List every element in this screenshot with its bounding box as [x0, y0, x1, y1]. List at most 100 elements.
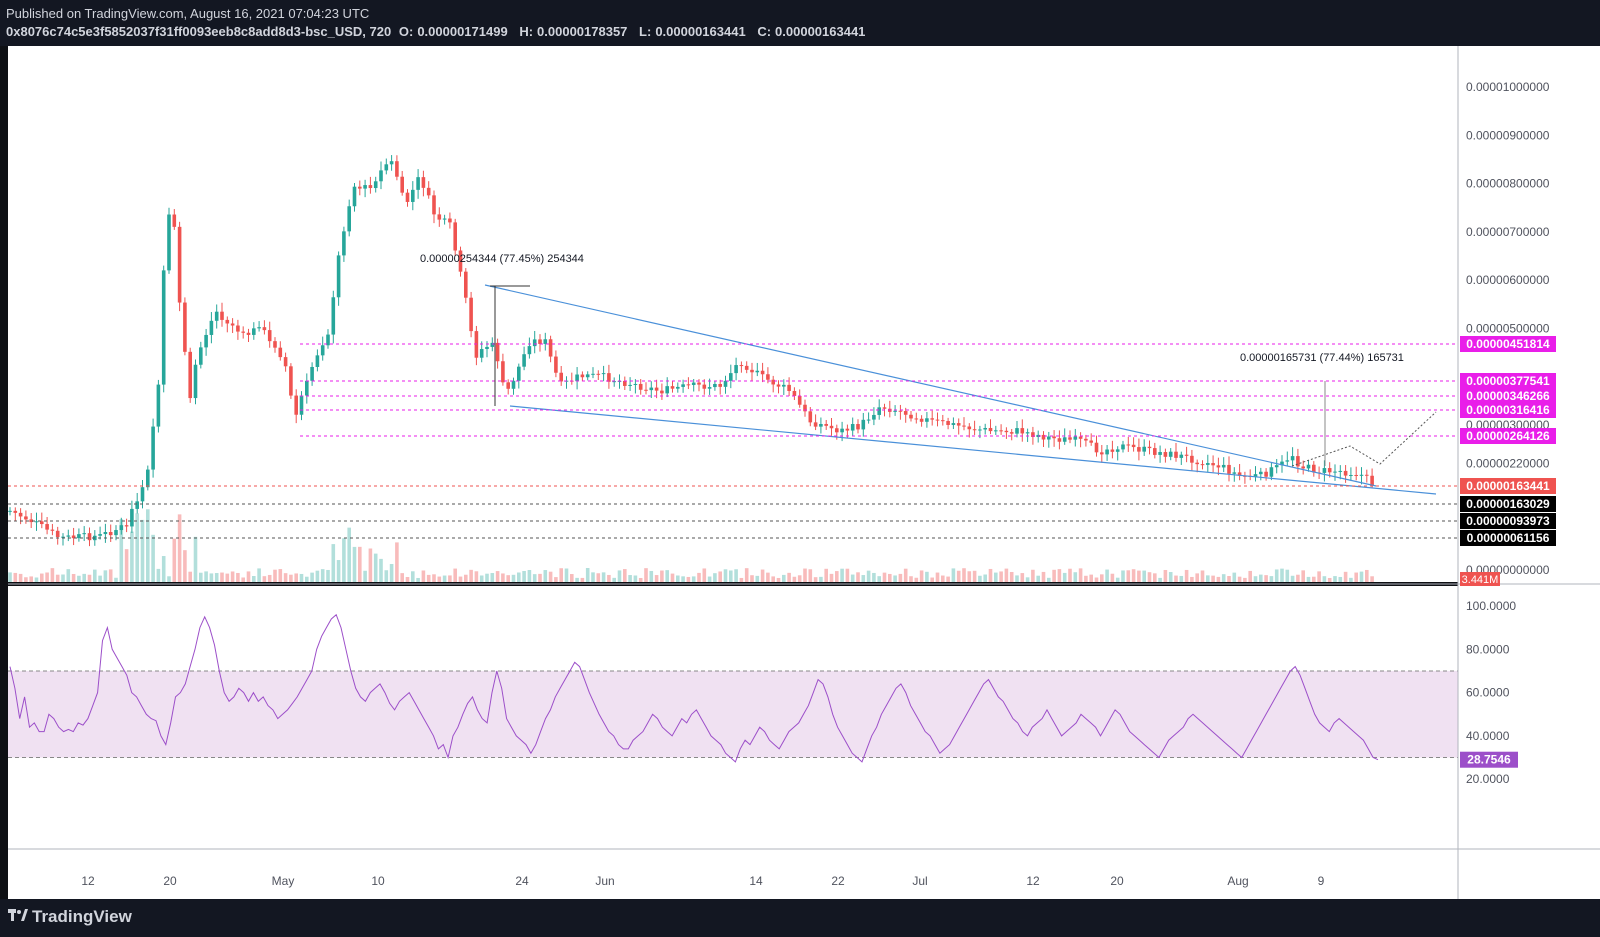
- volume-bar: [1274, 569, 1279, 582]
- candle-body: [1349, 474, 1353, 476]
- volume-bar: [840, 568, 844, 582]
- volume-label: 3.441M: [1462, 574, 1499, 586]
- volume-bar: [1237, 576, 1242, 582]
- lower-trendline: [509, 405, 1437, 495]
- rsi-pane: [8, 586, 1458, 849]
- volume-bar: [241, 577, 245, 582]
- volume-bar: [570, 574, 574, 582]
- ohlc-close: C: 0.00000163441: [757, 24, 866, 39]
- candle-body: [1253, 474, 1258, 477]
- candle-body: [114, 530, 118, 536]
- volume-bar: [1009, 571, 1014, 582]
- price-pane: 0.00000254344 (77.45%) 254344 0.000001657…: [8, 46, 1458, 582]
- volume-bar: [453, 568, 457, 582]
- volume-bar: [485, 573, 489, 582]
- volume-bar: [607, 574, 611, 582]
- volume-bar: [320, 569, 325, 582]
- candle-body: [485, 346, 489, 350]
- volume-bar: [252, 575, 256, 582]
- candle-body: [628, 384, 632, 386]
- candle-body: [601, 373, 606, 375]
- candle-body: [411, 189, 415, 202]
- volume-bar: [257, 568, 261, 582]
- candle-body: [872, 414, 876, 420]
- candle-body: [1365, 474, 1369, 476]
- volume-bar: [87, 574, 92, 582]
- candle-body: [45, 524, 49, 530]
- candle-body: [1327, 468, 1332, 473]
- volume-bar: [299, 573, 304, 582]
- candle-body: [903, 411, 908, 415]
- candle-body: [713, 383, 717, 388]
- x-tick-label: 10: [371, 874, 385, 888]
- volume-bar: [479, 575, 484, 582]
- candle-body: [623, 380, 627, 386]
- axes: 0.00001000000 0.00000900000 0.00000800000 0…: [8, 46, 1600, 899]
- candle-body: [925, 418, 929, 422]
- candle-body: [1322, 468, 1327, 473]
- candle-body: [495, 342, 500, 362]
- volume-bar: [532, 574, 537, 582]
- candle-body: [1142, 446, 1146, 452]
- candle-body: [8, 510, 12, 512]
- price-label-bg: [1460, 336, 1556, 352]
- measure-annotation: 0.00000254344 (77.45%) 254344: [420, 253, 584, 265]
- candle-body: [638, 383, 643, 390]
- candle-body: [506, 382, 510, 389]
- volume-bar: [204, 571, 208, 582]
- volume-bar: [151, 534, 155, 582]
- candle-body: [77, 534, 81, 539]
- volume-bar: [442, 575, 447, 582]
- candle-body: [755, 370, 760, 373]
- candle-body: [919, 418, 924, 422]
- volume-bar: [146, 509, 150, 582]
- volume-bar: [45, 572, 49, 582]
- candle-body: [336, 255, 341, 298]
- volume-bar: [368, 548, 373, 582]
- volume-bar: [713, 573, 717, 582]
- volume-bar: [585, 568, 590, 582]
- volume-bar: [183, 550, 187, 582]
- chart-area[interactable]: 0.00000254344 (77.45%) 254344 0.000001657…: [0, 46, 1600, 899]
- volume-bar: [336, 560, 341, 582]
- candle-body: [1195, 462, 1199, 465]
- candle-body: [585, 374, 590, 378]
- symbol-name[interactable]: 0x8076c74c5e3f5852037f31ff0093eeb8c8add8…: [6, 24, 392, 39]
- candle-body: [501, 361, 505, 383]
- candle-body: [665, 386, 669, 394]
- rsi-tick-label: 40.0000: [1466, 729, 1510, 743]
- candle-body: [405, 192, 410, 202]
- candle-body: [580, 374, 585, 378]
- volume-bar: [1306, 576, 1311, 582]
- candle-body: [988, 427, 993, 432]
- volume-bar: [294, 573, 298, 582]
- candle-body: [824, 423, 828, 426]
- volume-bar: [66, 569, 71, 582]
- volume-bar: [962, 568, 966, 582]
- candle-body: [941, 420, 945, 422]
- volume-bar: [877, 576, 881, 582]
- candle-body: [739, 365, 744, 367]
- volume-bar: [432, 574, 436, 582]
- candle-body: [151, 426, 155, 470]
- y-tick-label: 0.00000800000: [1466, 177, 1550, 191]
- candle-body: [437, 214, 442, 220]
- candle-body: [1094, 442, 1099, 453]
- volume-bar: [458, 576, 463, 582]
- volume-bar: [1359, 571, 1364, 582]
- candle-body: [840, 428, 844, 433]
- volume-bar: [1190, 576, 1194, 582]
- volume-bar: [82, 573, 86, 582]
- volume-bar: [628, 575, 632, 582]
- volume-bar: [220, 572, 224, 582]
- time-scale-bg: [8, 849, 1458, 899]
- volume-bar: [1216, 576, 1221, 582]
- tradingview-logo[interactable]: TradingView: [8, 907, 132, 927]
- candle-body: [707, 387, 712, 389]
- volume-bar: [1100, 574, 1104, 582]
- candle-body: [395, 161, 399, 177]
- volume-bar: [1221, 574, 1226, 582]
- volume-bar: [559, 568, 563, 582]
- volume-bar: [416, 577, 420, 582]
- volume-bar: [188, 571, 192, 582]
